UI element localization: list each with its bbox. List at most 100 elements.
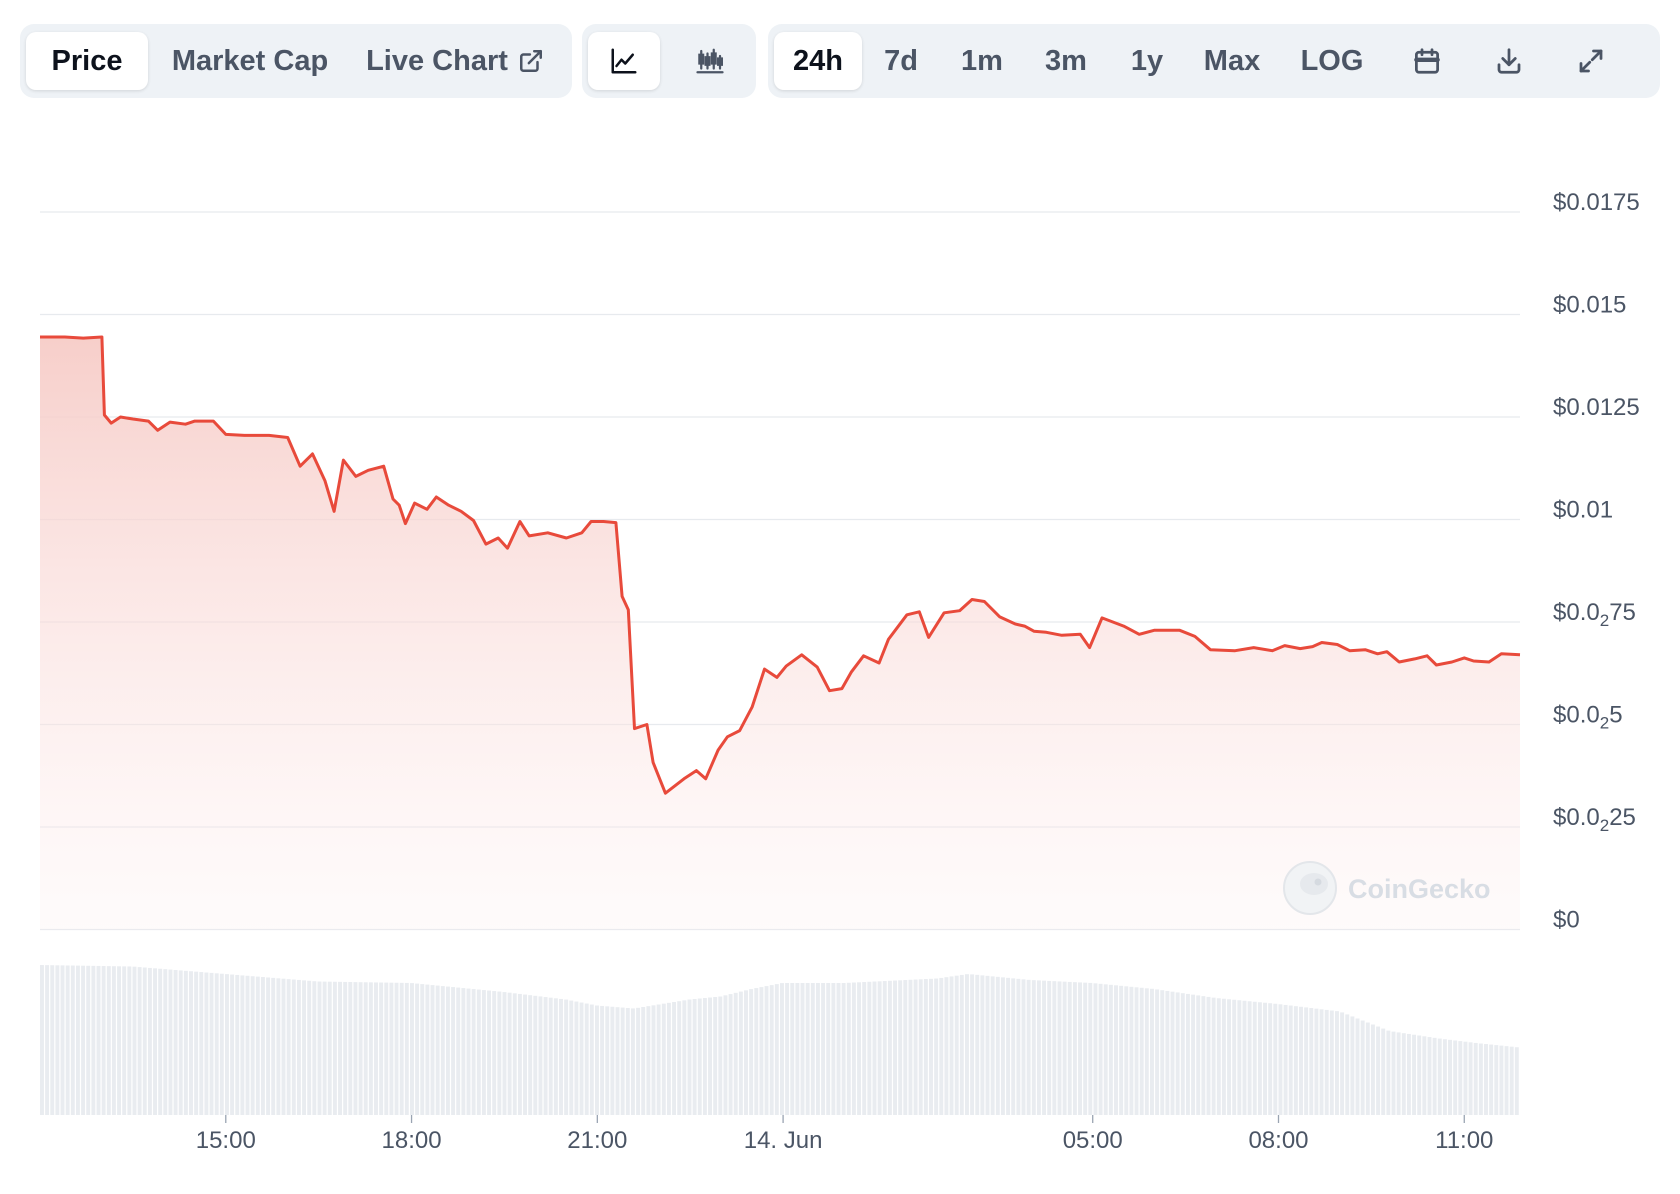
- volume-bar: [410, 983, 414, 1115]
- volume-bar: [867, 981, 872, 1115]
- volume-bar: [1129, 986, 1134, 1115]
- y-tick-label: $0.025: [1553, 702, 1623, 733]
- volume-bar: [584, 1003, 589, 1115]
- volume-bar: [106, 966, 111, 1115]
- volume-bar: [476, 989, 481, 1115]
- volume-bar: [466, 988, 471, 1115]
- volume-bar: [1139, 987, 1144, 1115]
- volume-bar: [194, 971, 199, 1115]
- volume-bar: [1422, 1036, 1427, 1115]
- volume-bar: [471, 989, 476, 1115]
- volume-bar: [497, 991, 502, 1115]
- volume-bar: [332, 981, 337, 1115]
- volume-bar: [985, 975, 990, 1115]
- volume-bar: [733, 992, 738, 1115]
- volume-bar: [1124, 986, 1129, 1115]
- volume-bar: [1036, 980, 1041, 1115]
- range-1y[interactable]: 1y: [1130, 44, 1164, 77]
- volume-bar: [1370, 1024, 1375, 1115]
- volume-bar: [327, 981, 332, 1115]
- range-3m[interactable]: 3m: [1045, 44, 1087, 77]
- volume-bar: [291, 979, 296, 1115]
- volume-bar: [738, 991, 743, 1115]
- volume-bar: [240, 975, 245, 1115]
- volume-bar: [1448, 1039, 1452, 1115]
- volume-bar: [1391, 1031, 1396, 1115]
- volume-bar: [204, 972, 209, 1115]
- volume-bar: [533, 995, 538, 1115]
- volume-bar: [672, 1002, 677, 1115]
- volume-bar: [718, 996, 723, 1115]
- volume-bar: [1283, 1004, 1288, 1115]
- volume-bar: [579, 1002, 584, 1115]
- volume-bar: [1499, 1045, 1504, 1115]
- range-1m[interactable]: 1m: [961, 44, 1003, 77]
- volume-bar: [132, 966, 137, 1115]
- volume-bar: [1360, 1020, 1365, 1115]
- tab-market-cap[interactable]: Market Cap: [171, 44, 329, 77]
- volume-bar: [965, 974, 969, 1115]
- price-line: [40, 335, 1521, 795]
- volume-bar: [553, 998, 558, 1115]
- watermark-text: CoinGecko: [1348, 874, 1491, 904]
- gecko-logo-icon: [1283, 861, 1337, 915]
- tab-live-chart[interactable]: Live Chart: [350, 32, 560, 90]
- volume-bar: [908, 979, 913, 1115]
- volume-bar: [790, 983, 795, 1115]
- volume-bar: [841, 983, 846, 1115]
- volume-bar: [538, 996, 543, 1115]
- fullscreen-button[interactable]: [1556, 32, 1626, 90]
- expand-icon: [1576, 46, 1606, 76]
- volume-bar: [615, 1007, 620, 1115]
- volume-bar: [189, 971, 193, 1115]
- volume-bar: [250, 976, 255, 1115]
- tab-price[interactable]: Price: [26, 32, 148, 90]
- volume-bar: [1299, 1006, 1303, 1115]
- volume-bar: [1088, 982, 1093, 1115]
- volume-bar: [1021, 979, 1026, 1115]
- volume-bar: [451, 987, 456, 1115]
- volume-bar: [677, 1001, 682, 1115]
- x-tick-label: 21:00: [567, 1127, 627, 1154]
- volume-bar: [1494, 1045, 1499, 1115]
- calendar-button[interactable]: [1392, 32, 1462, 90]
- volume-bar: [1175, 992, 1180, 1115]
- volume-bar: [821, 983, 826, 1115]
- volume-bar: [780, 983, 784, 1115]
- log-scale-toggle[interactable]: LOG: [1300, 44, 1364, 77]
- line-chart-button[interactable]: [588, 32, 660, 90]
- candlestick-chart-button[interactable]: [670, 32, 750, 90]
- volume-bar: [1057, 981, 1062, 1115]
- volume-bar: [255, 976, 260, 1115]
- volume-bar: [774, 984, 779, 1115]
- volume-bar: [1309, 1008, 1314, 1115]
- range-max[interactable]: Max: [1203, 44, 1261, 77]
- volume-bar: [420, 984, 425, 1115]
- volume-bar: [857, 982, 862, 1115]
- volume-bar: [1293, 1006, 1298, 1115]
- volume-bar: [995, 976, 1000, 1115]
- volume-bar: [368, 982, 373, 1115]
- volume-bar: [990, 976, 995, 1115]
- range-7d[interactable]: 7d: [884, 44, 918, 77]
- volume-bar: [245, 975, 250, 1115]
- volume-bar: [379, 982, 384, 1115]
- volume-bar: [744, 990, 748, 1115]
- volume-bar: [45, 965, 50, 1115]
- coingecko-watermark: CoinGecko: [1283, 861, 1491, 915]
- range-24h[interactable]: 24h: [774, 32, 862, 90]
- volume-bar: [831, 983, 836, 1115]
- volume-bar: [1016, 978, 1021, 1115]
- volume-bar: [605, 1006, 610, 1115]
- volume-bar: [512, 993, 517, 1115]
- volume-bar: [1108, 984, 1113, 1115]
- volume-bar: [122, 966, 127, 1115]
- volume-bar: [101, 966, 106, 1115]
- volume-bar: [1437, 1038, 1442, 1115]
- volume-bar: [50, 965, 55, 1115]
- volume-bar: [75, 965, 80, 1115]
- volume-bar: [1386, 1030, 1391, 1115]
- volume-bar: [934, 978, 939, 1115]
- download-button[interactable]: [1474, 32, 1544, 90]
